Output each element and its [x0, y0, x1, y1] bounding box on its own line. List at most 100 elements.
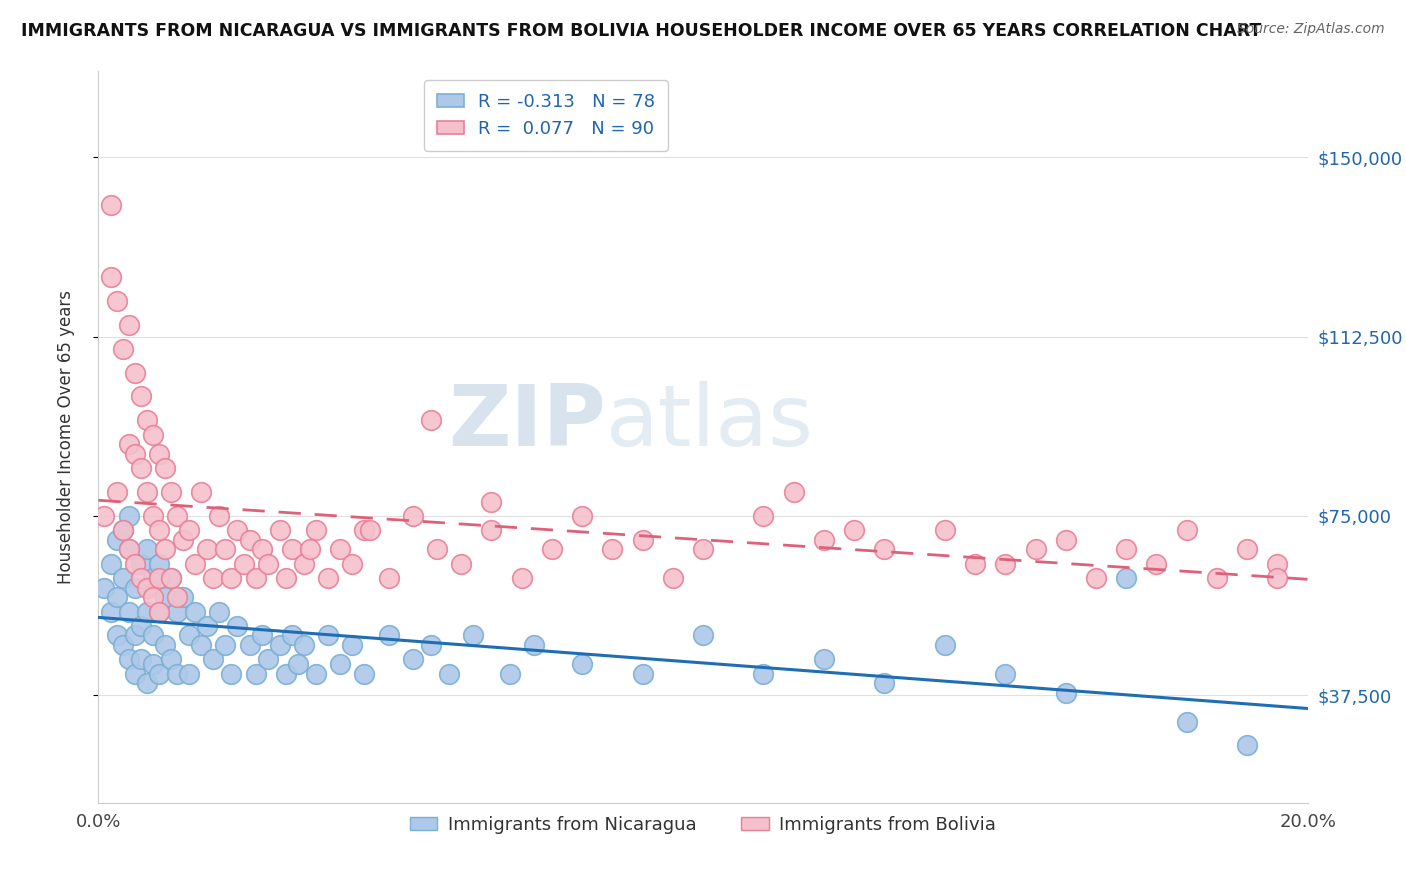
Point — [437, 666, 460, 681]
Point — [148, 605, 170, 619]
Point — [129, 652, 152, 666]
Point — [305, 524, 328, 538]
Point — [426, 542, 449, 557]
Point — [1236, 739, 1258, 753]
Point — [360, 524, 382, 538]
Point — [179, 628, 201, 642]
Point — [208, 605, 231, 619]
Point — [1115, 571, 1137, 585]
Point — [226, 619, 249, 633]
Point — [214, 638, 236, 652]
Point — [316, 628, 339, 642]
Point — [783, 485, 806, 500]
Text: atlas: atlas — [606, 381, 814, 464]
Point — [124, 628, 146, 642]
Point — [274, 666, 297, 681]
Point — [202, 652, 225, 666]
Point — [281, 542, 304, 557]
Point — [813, 533, 835, 547]
Point — [105, 533, 128, 547]
Point — [111, 524, 134, 538]
Legend: Immigrants from Nicaragua, Immigrants from Bolivia: Immigrants from Nicaragua, Immigrants fr… — [402, 809, 1004, 841]
Point — [142, 657, 165, 672]
Point — [129, 619, 152, 633]
Point — [135, 676, 157, 690]
Point — [481, 494, 503, 508]
Point — [269, 524, 291, 538]
Point — [523, 638, 546, 652]
Point — [153, 542, 176, 557]
Point — [692, 542, 714, 557]
Point — [160, 652, 183, 666]
Point — [1054, 686, 1077, 700]
Point — [148, 571, 170, 585]
Point — [377, 628, 399, 642]
Point — [135, 605, 157, 619]
Point — [752, 666, 775, 681]
Point — [135, 485, 157, 500]
Point — [281, 628, 304, 642]
Point — [256, 557, 278, 571]
Point — [292, 557, 315, 571]
Point — [179, 524, 201, 538]
Point — [692, 628, 714, 642]
Point — [287, 657, 309, 672]
Point — [195, 542, 218, 557]
Point — [208, 508, 231, 523]
Point — [172, 591, 194, 605]
Point — [1175, 524, 1198, 538]
Point — [124, 581, 146, 595]
Point — [540, 542, 562, 557]
Point — [202, 571, 225, 585]
Point — [184, 605, 207, 619]
Point — [498, 666, 520, 681]
Point — [226, 524, 249, 538]
Point — [965, 557, 987, 571]
Point — [813, 652, 835, 666]
Point — [994, 666, 1017, 681]
Point — [118, 542, 141, 557]
Point — [934, 524, 956, 538]
Point — [179, 666, 201, 681]
Point — [214, 542, 236, 557]
Point — [353, 524, 375, 538]
Point — [160, 485, 183, 500]
Point — [316, 571, 339, 585]
Point — [93, 581, 115, 595]
Point — [172, 533, 194, 547]
Text: ZIP: ZIP — [449, 381, 606, 464]
Point — [166, 591, 188, 605]
Point — [1085, 571, 1108, 585]
Point — [160, 571, 183, 585]
Point — [129, 571, 152, 585]
Point — [232, 557, 254, 571]
Point — [129, 389, 152, 403]
Point — [342, 638, 364, 652]
Point — [129, 461, 152, 475]
Point — [510, 571, 533, 585]
Point — [481, 524, 503, 538]
Point — [571, 508, 593, 523]
Point — [93, 508, 115, 523]
Point — [342, 557, 364, 571]
Point — [105, 628, 128, 642]
Point — [100, 557, 122, 571]
Point — [402, 508, 425, 523]
Point — [250, 628, 273, 642]
Point — [377, 571, 399, 585]
Point — [1236, 542, 1258, 557]
Point — [105, 591, 128, 605]
Point — [142, 571, 165, 585]
Point — [329, 657, 352, 672]
Point — [148, 666, 170, 681]
Point — [239, 638, 262, 652]
Point — [571, 657, 593, 672]
Point — [1115, 542, 1137, 557]
Point — [195, 619, 218, 633]
Point — [661, 571, 683, 585]
Point — [148, 557, 170, 571]
Point — [602, 542, 624, 557]
Point — [420, 638, 443, 652]
Point — [118, 542, 141, 557]
Point — [105, 485, 128, 500]
